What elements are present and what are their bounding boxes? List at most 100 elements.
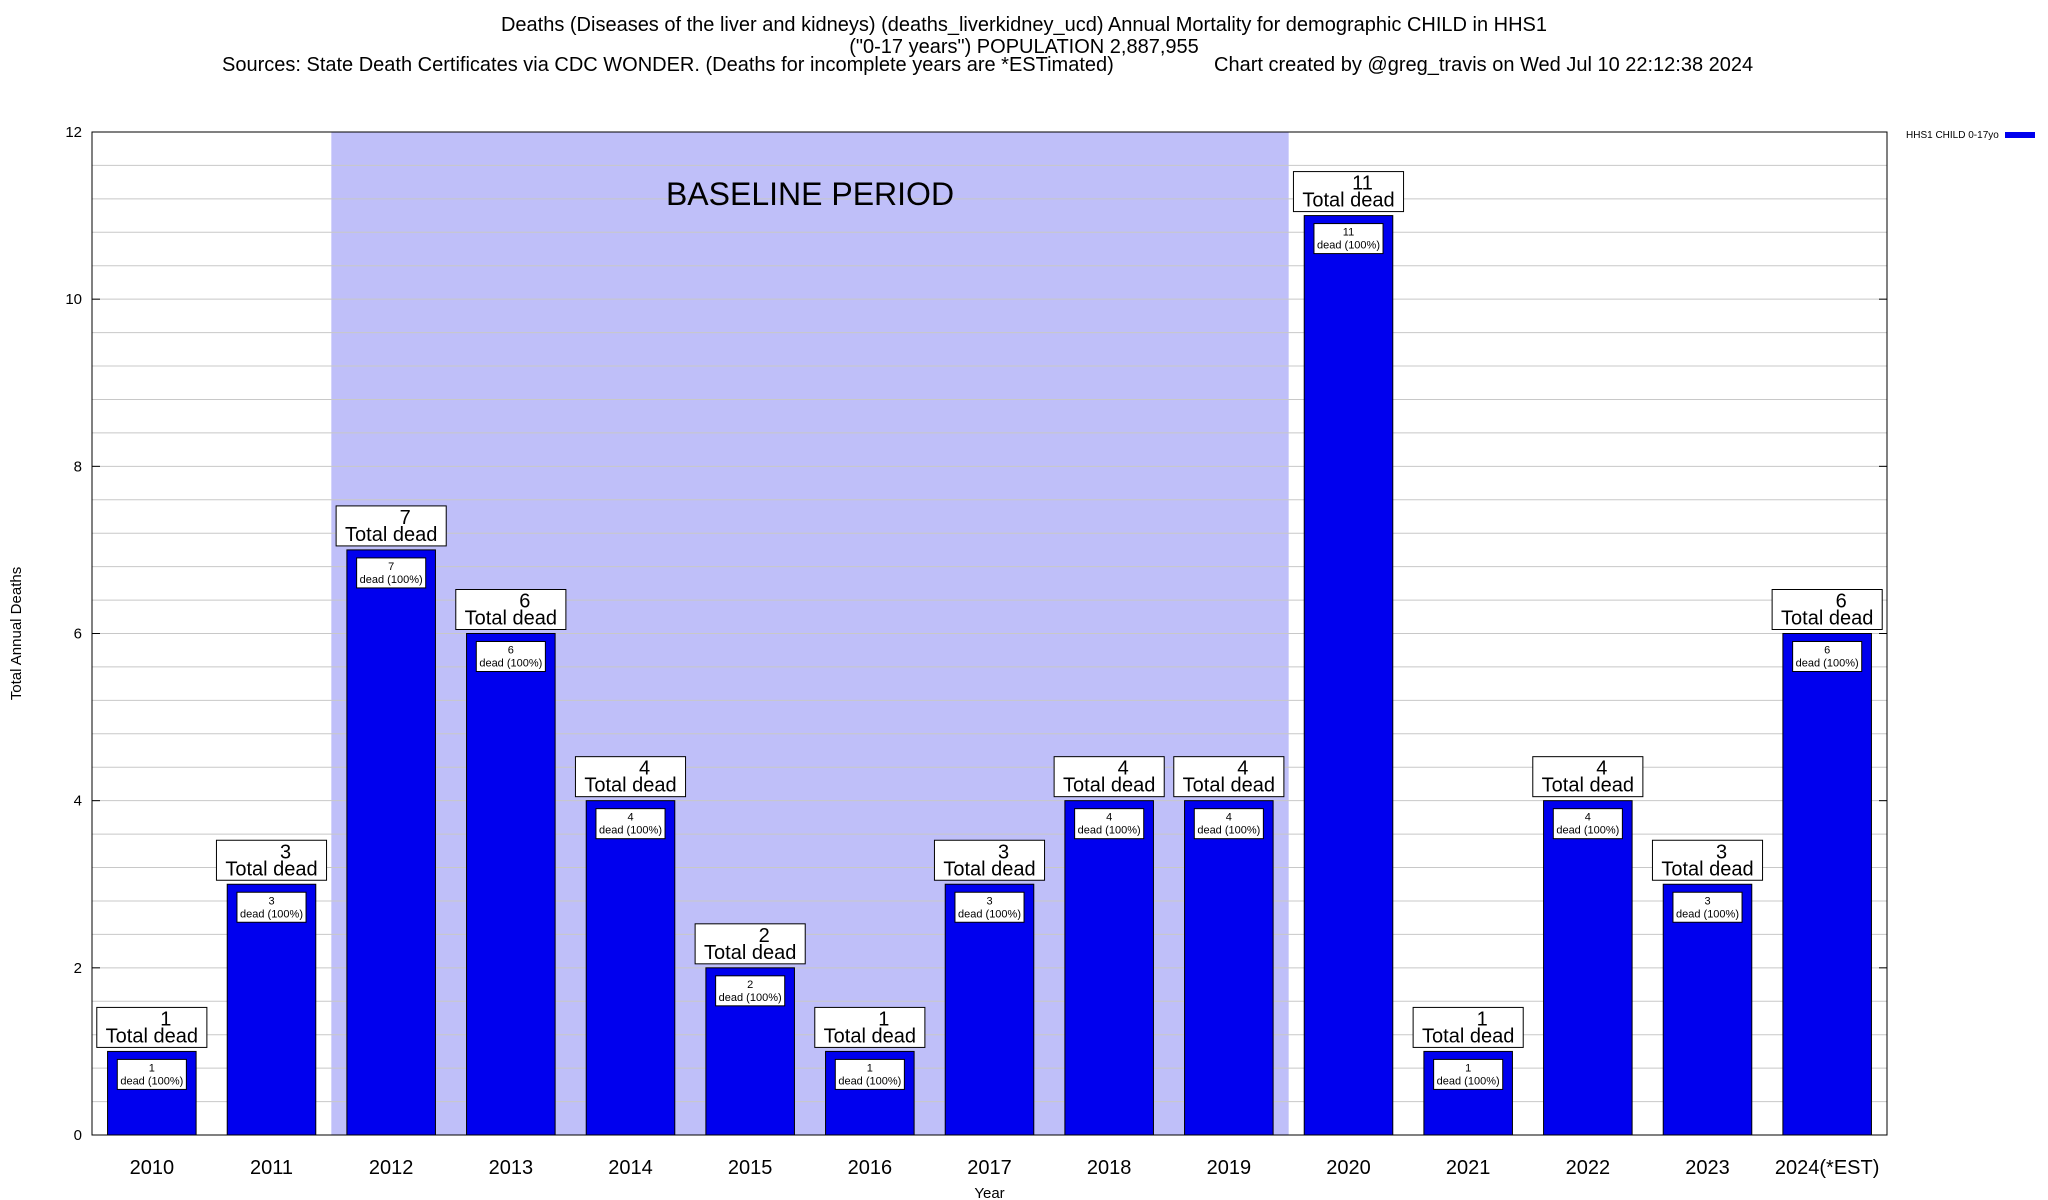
bar-total-label-box [694,923,806,965]
bar-inner-label: dead (100%) [1796,658,1859,670]
chart-sources: Sources: State Death Certificates via CD… [222,54,1114,76]
bar-total-value: 6 [1836,591,1847,613]
bar [1303,215,1394,1136]
bar-total-value: 4 [1596,758,1607,780]
bar-total-value: 6 [519,591,530,613]
x-tick-label: 2015 [728,1157,773,1179]
bar-inner-label-box [1792,641,1863,672]
bar-total-label-box [814,1006,926,1048]
x-tick-label: 2016 [848,1157,893,1179]
y-tick-label: 0 [74,1127,82,1144]
x-tick-label: 2012 [369,1157,414,1179]
bar-total-label: Total dead [1781,608,1873,630]
bar-total-label: Total dead [1422,1025,1514,1047]
bar-inner-value: 4 [1585,812,1591,824]
y-tick-label: 8 [74,458,82,475]
bar-total-label-box [1532,756,1644,798]
x-tick-label: 2019 [1207,1157,1252,1179]
bar-inner-label-box [1672,891,1743,923]
bar-total-label-box [1771,589,1883,630]
y-tick-label: 10 [65,291,82,308]
bar-inner-label: dead (100%) [1317,240,1380,252]
bar-total-label: Total dead [345,524,437,546]
legend-label: HHS1 CHILD 0-17yo [1906,130,1999,141]
bar-total-label: Total dead [1063,775,1155,797]
x-tick-label: 2011 [250,1157,293,1179]
bar-total-value: 3 [280,841,291,863]
y-tick-label: 12 [65,124,82,141]
bar-total-label: Total dead [1542,775,1634,797]
bar-total-label-box [1651,839,1764,881]
bar-inner-value: 4 [1226,812,1232,824]
baseline-period-label: BASELINE PERIOD [666,176,954,212]
y-tick-label: 2 [74,960,82,977]
bar-inner-value: 6 [508,645,514,657]
chart-title: Deaths (Diseases of the liver and kidney… [500,14,1548,36]
y-tick-label: 6 [74,626,82,643]
bar-inner-value: 1 [1465,1062,1471,1074]
x-tick-label: 2021 [1446,1157,1491,1179]
bar-total-value: 11 [1352,173,1373,195]
bar-total-value: 1 [1477,1008,1488,1030]
bar-total-value: 3 [1716,841,1727,863]
bar [466,633,556,1136]
bar-inner-label: dead (100%) [240,908,303,920]
bar-total-label: Total dead [106,1025,198,1047]
bar [1184,800,1274,1136]
bar-total-label-box [1292,171,1405,213]
y-axis-title: Total Annual Deaths [8,567,25,700]
bar-inner-value: 3 [1704,895,1710,907]
bar-total-label-box [1053,756,1165,798]
x-tick-label: 2014 [608,1157,653,1179]
bar-inner-value: 3 [986,895,992,907]
bar-total-label: Total dead [1302,190,1394,212]
bar-inner-label: dead (100%) [599,825,662,837]
x-tick-label: 2017 [967,1157,1012,1179]
x-tick-label: 2024(*EST) [1775,1157,1880,1179]
bar-inner-label-box [954,891,1025,923]
bar-inner-label: dead (100%) [120,1075,183,1087]
bar-total-label-box [574,756,687,798]
chart-credit: Chart created by @greg_travis on Wed Jul… [1214,54,1754,76]
bar-inner-label: dead (100%) [958,908,1021,920]
bar-inner-label-box [595,808,666,840]
bar [346,549,436,1136]
bar [226,883,317,1136]
x-tick-label: 2010 [130,1157,175,1179]
bar [944,883,1035,1136]
y-tick-label: 4 [74,793,82,810]
bar-inner-label-box [834,1058,905,1090]
bar [1543,800,1633,1136]
bar-inner-label-box [1193,808,1264,840]
bar-inner-value: 3 [268,895,274,907]
bar [1064,800,1154,1136]
bar-total-label: Total dead [1661,858,1753,880]
bar-inner-label: dead (100%) [479,658,542,670]
bar-inner-label-box [236,891,307,923]
bar-total-label-box [1173,756,1285,798]
bar-total-label: Total dead [824,1025,916,1047]
bar-inner-label-box [1313,223,1384,255]
bar-inner-label-box [1074,808,1145,840]
bar-total-label-box [96,1006,208,1048]
bar-inner-label-box [116,1058,187,1090]
x-axis-title: Year [974,1185,1004,1200]
x-tick-label: 2020 [1326,1157,1371,1179]
bar-total-value: 4 [1237,758,1248,780]
bar-total-value: 3 [998,841,1009,863]
bar-total-label: Total dead [1183,775,1275,797]
bar-inner-label: dead (100%) [1437,1075,1500,1087]
bar-inner-label-box [1552,808,1623,840]
bar-total-label-box [1412,1006,1524,1048]
bar-inner-value: 4 [1106,812,1112,824]
bar-inner-value: 4 [627,812,633,824]
bar-inner-label: dead (100%) [838,1075,901,1087]
legend-swatch [2004,132,2035,139]
bar-inner-label: dead (100%) [719,992,782,1004]
legend: HHS1 CHILD 0-17yo [1906,130,2035,141]
bar-total-value: 2 [759,925,770,947]
bar-total-label-box [455,589,567,630]
bar [1662,883,1753,1136]
bar-total-label: Total dead [465,608,557,630]
bar-inner-label-box [715,975,786,1007]
